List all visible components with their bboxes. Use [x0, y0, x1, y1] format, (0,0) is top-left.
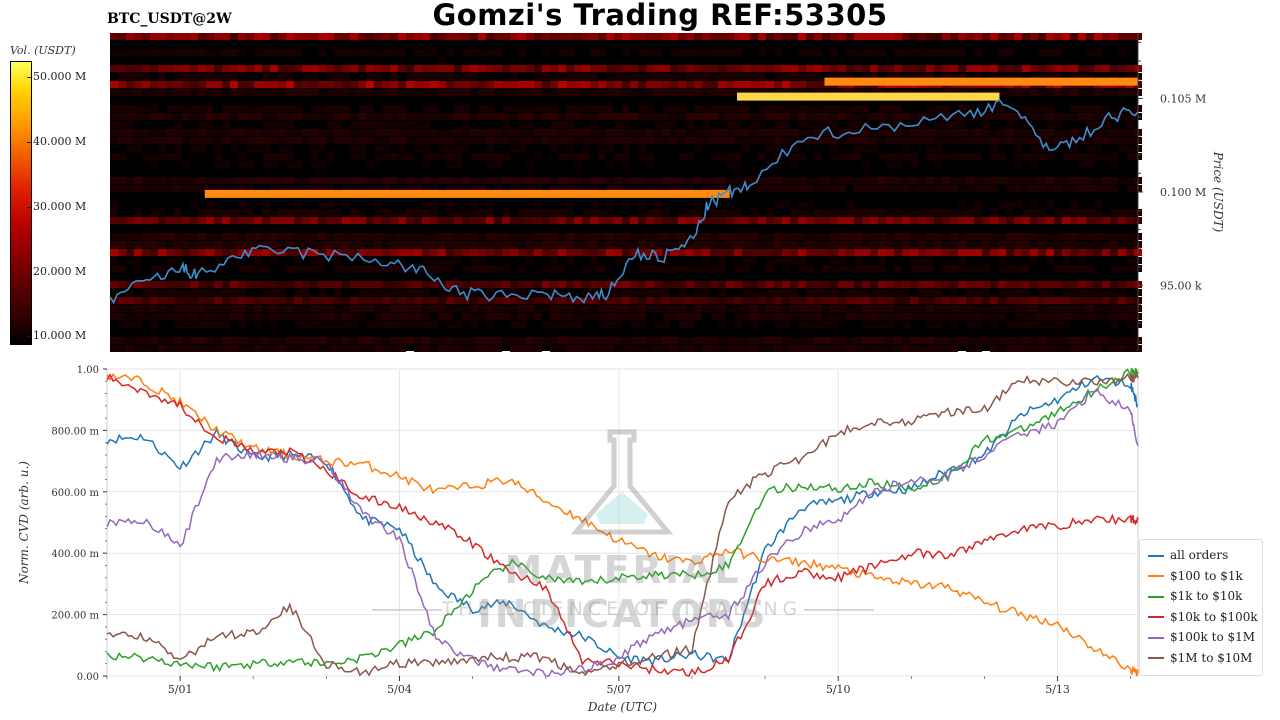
y-axis-label: Norm. CVD (arb. u.) — [17, 461, 31, 585]
heatmap-chart: 95.00 k 0.100 M 0.105 M Price (USDT) — [109, 33, 1225, 352]
flask-icon — [570, 429, 674, 535]
legend-item: all orders — [1148, 548, 1228, 562]
cvd-series-line — [106, 371, 1139, 677]
x-axis-label: Date (UTC) — [587, 700, 657, 714]
legend-swatch — [1148, 575, 1164, 577]
liquidity-band — [204, 189, 730, 198]
watermark-divider — [372, 609, 442, 611]
legend-item: $100k to $1M — [1148, 630, 1255, 644]
chart-title: Gomzi's Trading REF:53305 — [432, 0, 888, 32]
price-tick-label: 0.100 M — [1160, 186, 1206, 199]
liquidity-band — [737, 92, 1000, 101]
legend-label: $1M to $10M — [1170, 650, 1253, 665]
y-tick-label: 800.00 m — [51, 426, 99, 437]
colorbar-tick: 40.000 M — [27, 135, 86, 148]
price-tick-label: 95.00 k — [1160, 280, 1202, 293]
legend-label: all orders — [1170, 548, 1229, 562]
legend-item: $1M to $10M — [1148, 651, 1252, 665]
price-axis-label: Price (USDT) — [1211, 151, 1225, 233]
watermark-divider — [804, 609, 874, 611]
legend-swatch — [1148, 595, 1164, 598]
y-tick-label: 0.00 — [77, 672, 99, 683]
cvd-series-line — [106, 387, 1139, 677]
y-tick-label: 600.00 m — [51, 488, 99, 499]
legend-label: $1k to $10k — [1170, 589, 1243, 603]
y-tick-label: 1.00 — [77, 365, 99, 376]
y-tick-label: 400.00 m — [51, 549, 99, 560]
legend-swatch — [1148, 554, 1164, 557]
legend-swatch — [1148, 657, 1164, 659]
cvd-series-line — [106, 373, 1139, 677]
x-tick-label: 5/04 — [387, 683, 412, 696]
colorbar-label: Vol. (USDT) — [10, 44, 76, 57]
legend-label: $10k to $100k — [1170, 609, 1258, 624]
legend-item: $1k to $10k — [1148, 589, 1242, 603]
colorbar-tick: 50.000 M — [27, 70, 86, 83]
heatmap-cells — [110, 33, 1142, 352]
legend-swatch — [1148, 636, 1164, 639]
legend-swatch — [1148, 616, 1164, 618]
legend: all orders $100 to $1k $1k to $10k $10k to … — [1139, 539, 1263, 676]
colorbar-tick: 20.000 M — [27, 265, 86, 278]
x-tick-label: 5/07 — [606, 683, 631, 696]
liquidity-band — [824, 77, 1138, 86]
colorbar-tick: 30.000 M — [27, 200, 86, 213]
cvd-series-line — [106, 367, 1139, 673]
x-tick-label: 5/01 — [168, 683, 193, 696]
legend-item: $100 to $1k — [1148, 569, 1243, 583]
legend-label: $100k to $1M — [1170, 630, 1256, 644]
x-tick-label: 5/10 — [826, 683, 851, 696]
price-line — [109, 98, 1139, 305]
symbol-label: BTC_USDT@2W — [107, 11, 232, 27]
y-tick-label: 200.00 m — [51, 611, 99, 622]
legend-label: $100 to $1k — [1170, 568, 1243, 583]
colorbar-tick: 10.000 M — [27, 329, 86, 342]
x-tick-label: 5/13 — [1045, 683, 1070, 696]
legend-item: $10k to $100k — [1148, 610, 1258, 624]
price-tick-label: 0.105 M — [1160, 92, 1206, 105]
